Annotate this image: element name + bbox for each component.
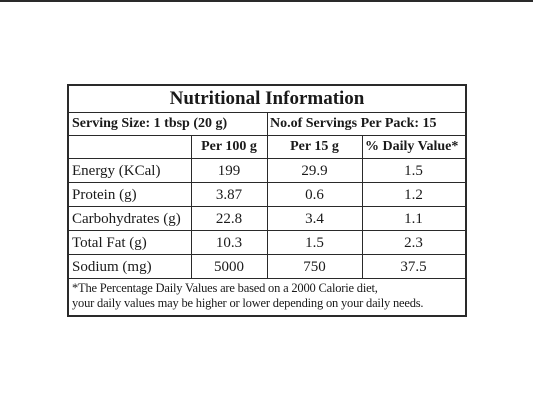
nutrient-name: Sodium (mg) xyxy=(72,259,152,275)
nutrient-name: Carbohydrates (g) xyxy=(72,211,181,227)
value-per-100g: 10.3 xyxy=(215,235,243,251)
value-daily: 1.2 xyxy=(404,187,423,203)
value-daily: 1.5 xyxy=(404,163,423,179)
nutrient-name: Energy (KCal) xyxy=(72,163,161,179)
value-per-15g: 29.9 xyxy=(301,163,328,179)
value-daily: 2.3 xyxy=(404,235,423,251)
footnote-line-1: *The Percentage Daily Values are based o… xyxy=(72,281,378,295)
column-header-per-100g: Per 100 g xyxy=(201,139,257,154)
column-header-per-15g: Per 15 g xyxy=(290,139,339,154)
value-per-100g: 199 xyxy=(217,163,241,179)
nutrient-name: Total Fat (g) xyxy=(72,235,147,251)
value-per-15g: 3.4 xyxy=(305,211,324,227)
divider xyxy=(267,112,268,135)
nutrient-name: Protein (g) xyxy=(72,187,137,203)
nutrition-label: Nutritional Information Serving Size: 1 … xyxy=(67,84,467,317)
value-per-15g: 750 xyxy=(303,259,326,275)
footnote-line-2: your daily values may be higher or lower… xyxy=(72,296,424,310)
value-per-100g: 22.8 xyxy=(215,211,243,227)
top-border-line xyxy=(0,0,533,2)
column-header-daily-value: % Daily Value* xyxy=(365,139,459,154)
label-title: Nutritional Information xyxy=(169,88,365,109)
value-per-15g: 1.5 xyxy=(305,235,324,251)
servings-per-pack: No.of Servings Per Pack: 15 xyxy=(270,116,437,131)
divider xyxy=(69,278,465,279)
value-daily: 37.5 xyxy=(400,259,427,275)
column-divider xyxy=(191,135,192,278)
value-per-15g: 0.6 xyxy=(305,187,324,203)
column-divider xyxy=(267,135,268,278)
value-per-100g: 5000 xyxy=(214,259,244,275)
value-per-100g: 3.87 xyxy=(215,187,243,203)
column-divider xyxy=(362,135,363,278)
value-daily: 1.1 xyxy=(404,211,423,227)
serving-size: Serving Size: 1 tbsp (20 g) xyxy=(72,116,228,131)
